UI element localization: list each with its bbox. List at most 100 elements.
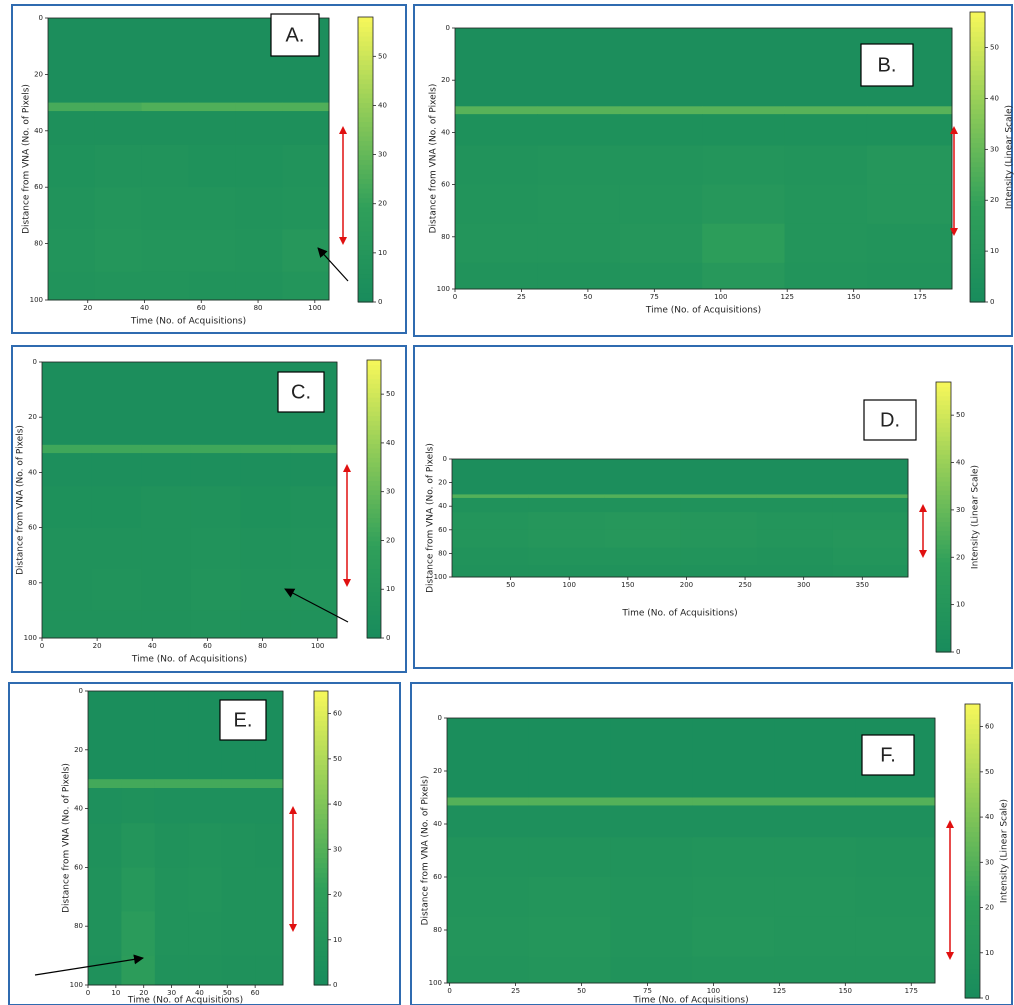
heatmap-cell xyxy=(235,229,283,273)
heatmap-cell xyxy=(692,916,775,957)
x-tick-label: 20 xyxy=(139,989,148,997)
heatmap-cell xyxy=(188,955,223,986)
colorbar-segment xyxy=(936,386,951,392)
colorbar-segment xyxy=(936,517,951,523)
heatmap-cell xyxy=(190,569,242,611)
heatmap-cell xyxy=(255,823,284,868)
heatmap-cell xyxy=(528,497,605,513)
y-tick-label: 60 xyxy=(34,183,43,191)
heatmap-cell xyxy=(91,486,142,529)
colorbar xyxy=(965,704,980,999)
colorbar-segment xyxy=(358,211,373,218)
heatmap-cell xyxy=(452,494,529,499)
colorbar-segment xyxy=(314,901,328,908)
heatmap-cell xyxy=(154,955,189,986)
y-tick-label: 80 xyxy=(433,926,442,934)
colorbar-segment xyxy=(965,704,980,710)
heatmap-cell xyxy=(528,877,612,918)
heatmap-cell xyxy=(832,547,909,566)
x-tick-label: 150 xyxy=(847,293,860,301)
panel-letter-box xyxy=(270,13,320,57)
colorbar-segment xyxy=(358,26,373,32)
colorbar-segment xyxy=(965,738,980,744)
colorbar-segment xyxy=(314,730,328,736)
x-tick-label: 100 xyxy=(707,987,720,995)
heatmap-cell xyxy=(610,797,693,806)
colorbar-segment xyxy=(970,12,985,18)
colorbar-segment xyxy=(970,16,985,23)
colorbar-segment xyxy=(358,178,373,184)
panel-border xyxy=(11,345,407,673)
colorbar-segment xyxy=(367,549,381,556)
heatmap-cell xyxy=(756,512,834,531)
colorbar-segment xyxy=(970,287,985,293)
heatmap-cell xyxy=(447,805,530,838)
colorbar-segment xyxy=(970,200,985,206)
x-tick-label: 0 xyxy=(86,989,90,997)
colorbar-segment xyxy=(367,434,381,440)
colorbar-segment xyxy=(367,475,381,482)
colorbar xyxy=(970,12,985,303)
colorbar-segment xyxy=(965,909,980,916)
panel-letter-box xyxy=(219,699,267,741)
heatmap-cell xyxy=(604,512,682,531)
heatmap-cell xyxy=(680,497,758,513)
colorbar-segment xyxy=(970,186,985,192)
colorbar-segment xyxy=(314,715,328,721)
colorbar-segment xyxy=(965,919,980,926)
heatmap-cell xyxy=(94,271,143,301)
black-arrow xyxy=(34,954,144,976)
colorbar-segment xyxy=(367,471,381,477)
colorbar-segment xyxy=(970,253,985,260)
colorbar-segment xyxy=(936,521,951,527)
y-tick-label: 20 xyxy=(433,767,442,775)
colorbar-segment xyxy=(314,774,328,780)
colorbar-segment xyxy=(970,292,985,298)
heatmap-cell xyxy=(188,18,236,104)
colorbar-segment xyxy=(970,190,985,197)
colorbar-segment xyxy=(965,944,980,950)
x-tick-label: 25 xyxy=(511,987,520,995)
colorbar-segment xyxy=(936,494,951,500)
colorbar-segment xyxy=(367,424,381,431)
colorbar-segment xyxy=(358,278,373,284)
heatmap-cell xyxy=(235,102,283,112)
heatmap-cell xyxy=(680,459,758,495)
colorbar-label: Intensity (Linear Scale) xyxy=(1000,799,1010,903)
colorbar-segment xyxy=(965,748,980,754)
colorbar-tick-label: 20 xyxy=(985,904,994,912)
colorbar-frame xyxy=(969,11,986,303)
colorbar-segment xyxy=(965,782,980,788)
x-tick-label: 80 xyxy=(258,642,267,650)
x-axis-label: Time (No. of Acquisitions) xyxy=(645,306,761,316)
heatmap-cell xyxy=(452,459,529,495)
colorbar-segment xyxy=(936,566,951,572)
colorbar-segment xyxy=(358,17,373,23)
colorbar-tick-label: 40 xyxy=(985,813,994,821)
heatmap-cell xyxy=(866,106,953,115)
colorbar-segment xyxy=(367,633,381,639)
colorbar-segment xyxy=(367,452,381,458)
colorbar-segment xyxy=(965,723,980,730)
colorbar-segment xyxy=(358,254,373,260)
colorbar-segment xyxy=(936,535,951,541)
colorbar-tick-label: 20 xyxy=(378,200,387,208)
heatmap-cell xyxy=(121,867,156,912)
heatmap-cell xyxy=(528,797,612,806)
heatmap-cell xyxy=(774,877,857,918)
heatmap-cell xyxy=(141,569,192,611)
y-tick-label: 80 xyxy=(74,922,83,930)
colorbar-segment xyxy=(314,823,328,829)
black-arrow xyxy=(317,247,349,282)
colorbar-tick-label: 60 xyxy=(333,710,342,718)
colorbar-segment xyxy=(965,953,980,960)
colorbar-segment xyxy=(367,596,381,602)
heatmap-cell xyxy=(91,527,142,570)
heatmap-cell xyxy=(221,779,256,789)
panel-border xyxy=(413,4,1013,337)
colorbar-tick-label: 30 xyxy=(990,145,999,153)
colorbar-segment xyxy=(358,249,373,256)
colorbar-segment xyxy=(965,728,980,734)
colorbar-segment xyxy=(314,980,328,986)
colorbar-tick-label: 10 xyxy=(378,249,387,257)
